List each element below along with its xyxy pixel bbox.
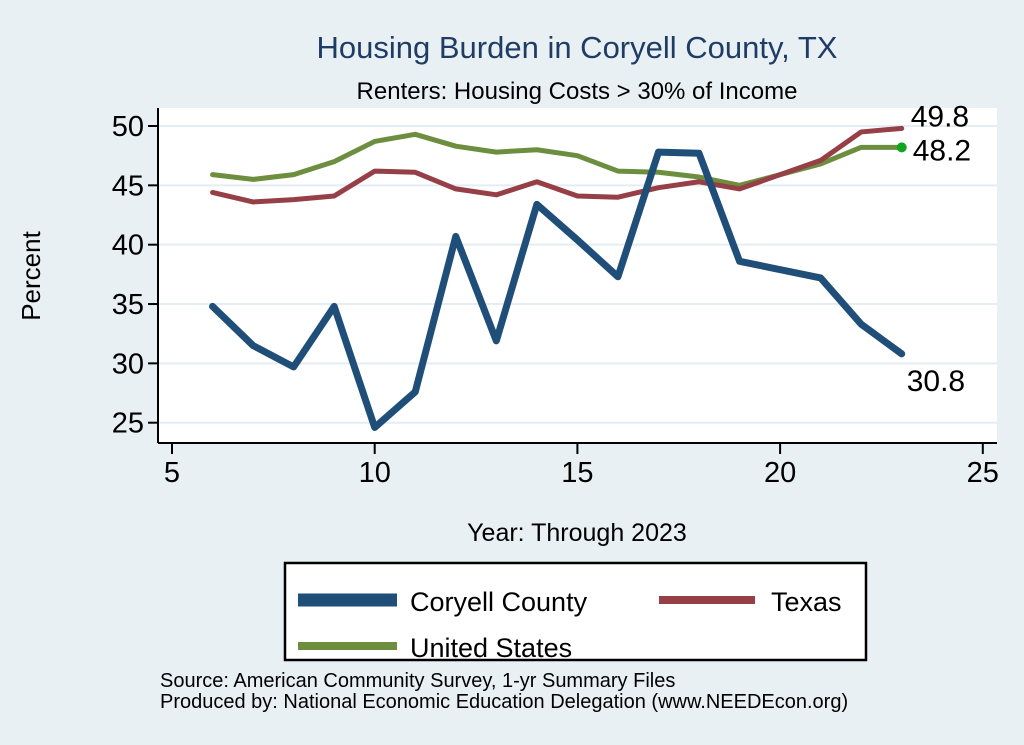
legend-label-united-states: United States bbox=[410, 633, 572, 663]
y-tick-label-40: 40 bbox=[112, 230, 144, 262]
axes bbox=[148, 108, 997, 454]
y-tick-label-35: 35 bbox=[112, 289, 144, 321]
series-lines bbox=[209, 125, 907, 431]
x-tick-label-10: 10 bbox=[359, 457, 391, 489]
x-axis-title: Year: Through 2023 bbox=[467, 519, 687, 547]
source-note: Source: American Community Survey, 1-yr … bbox=[160, 670, 675, 692]
end-label-united-states: 48.2 bbox=[913, 134, 971, 167]
y-tick-label-50: 50 bbox=[112, 111, 144, 143]
legend: Coryell County Texas United States bbox=[283, 561, 868, 663]
end-marker-dot-united-states bbox=[896, 142, 907, 153]
y-tick-label-25: 25 bbox=[112, 408, 144, 440]
end-label-coryell-county: 30.8 bbox=[907, 365, 965, 398]
tick-labels: 25 30 35 40 45 50 5 10 15 20 25 bbox=[112, 111, 999, 489]
x-tick-label-25: 25 bbox=[967, 457, 999, 489]
end-value-labels: 49.848.2 30.8 bbox=[907, 100, 971, 397]
produced-by-note: Produced by: National Economic Education… bbox=[160, 691, 848, 713]
legend-label-coryell-county: Coryell County bbox=[410, 587, 588, 617]
gridlines bbox=[158, 125, 997, 424]
chart-title: Housing Burden in Coryell County, TX bbox=[317, 30, 838, 65]
y-tick-label-30: 30 bbox=[112, 348, 144, 380]
x-tick-label-15: 15 bbox=[561, 457, 593, 489]
legend-label-texas: Texas bbox=[771, 587, 842, 617]
plot-area bbox=[158, 108, 997, 443]
chart-subtitle: Renters: Housing Costs > 30% of Income bbox=[357, 78, 798, 105]
y-tick-label-45: 45 bbox=[112, 170, 144, 202]
x-tick-label-20: 20 bbox=[764, 457, 796, 489]
end-label-texas: 49.8 bbox=[911, 100, 969, 133]
y-axis-title: Percent bbox=[16, 230, 46, 320]
series-line-coryell-county bbox=[209, 148, 906, 431]
x-tick-label-5: 5 bbox=[164, 457, 180, 489]
series-line-texas bbox=[210, 125, 905, 205]
